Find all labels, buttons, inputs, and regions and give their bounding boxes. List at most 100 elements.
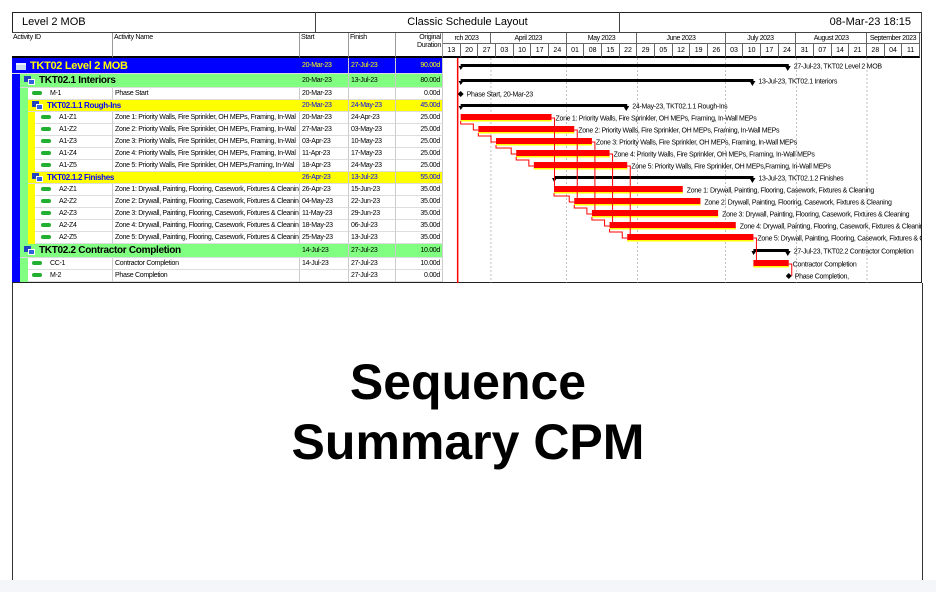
wbs-band [12, 244, 20, 258]
week-header: 20 [460, 44, 479, 58]
table-row[interactable]: A2-Z5 Zone 5: Drywall, Painting, Flooring… [12, 232, 443, 244]
finish-date: 27-Jul-23 [349, 258, 396, 270]
duration: 55.00d [396, 172, 443, 184]
activity-name: Phase Start [113, 88, 300, 100]
week-header: 31 [796, 44, 814, 58]
duration: 25.00d [396, 160, 443, 172]
relationship-line [573, 205, 592, 215]
start-date: 04-May-23 [300, 196, 349, 208]
start-date: 11-Apr-23 [300, 148, 349, 160]
relationship-line [477, 133, 496, 143]
table-row[interactable]: A1-Z5 Zone 5: Priority Walls, Fire Sprink… [12, 160, 443, 172]
finish-date: 06-Jul-23 [349, 220, 396, 232]
week-header: 19 [690, 44, 708, 58]
column-header-activity-id[interactable]: Activity ID [12, 33, 113, 58]
column-header-finish[interactable]: Finish [349, 33, 396, 58]
table-row[interactable]: A1-Z3 Zone 3: Priority Walls, Fire Sprink… [12, 136, 443, 148]
table-row[interactable]: TKT02.1.2 Finishes 26-Apr-23 13-Jul-23 55.0… [12, 172, 443, 184]
activity-name: Zone 2: Drywall, Painting, Flooring, Cas… [113, 196, 300, 208]
table-row[interactable]: A1-Z2 Zone 2: Priority Walls, Fire Sprink… [12, 124, 443, 136]
wbs-band [12, 88, 20, 100]
wbs-band [12, 74, 20, 88]
activity-id: A1-Z3 [59, 138, 77, 145]
activity-id: A2-Z2 [59, 198, 77, 205]
layout-title: Classic Schedule Layout [316, 12, 620, 33]
wbs-band [12, 124, 20, 136]
table-row[interactable]: A1-Z4 Zone 4: Priority Walls, Fire Sprink… [12, 148, 443, 160]
duration: 35.00d [396, 220, 443, 232]
table-row[interactable]: A2-Z1 Zone 1: Drywall, Painting, Flooring… [12, 184, 443, 196]
month-header: May 2023 [566, 33, 638, 44]
column-header-start[interactable]: Start [300, 33, 349, 58]
activity-name: Zone 5: Drywall, Painting, Flooring, Cas… [113, 232, 300, 244]
summary-bar-end [749, 178, 756, 183]
wbs-icon [24, 245, 35, 255]
print-datetime: 08-Mar-23 18:15 [620, 12, 922, 33]
table-row[interactable]: TKT02.1.1 Rough-Ins 20-Mar-23 24-May-23 45.… [12, 100, 443, 112]
activity-bar-baseline [516, 156, 610, 158]
wbs-band [12, 258, 20, 270]
wbs-band [28, 136, 35, 148]
relationship-line [553, 193, 575, 203]
table-row[interactable]: A2-Z3 Zone 3: Drywall, Painting, Flooring… [12, 208, 443, 220]
wbs-icon [32, 173, 43, 183]
table-row[interactable]: M-1 Phase Start 20-Mar-23 0.00d [12, 88, 443, 100]
activity-icon [32, 273, 42, 278]
table-row[interactable]: A2-Z4 Zone 4: Drywall, Painting, Flooring… [12, 220, 443, 232]
activity-name: Zone 3: Drywall, Painting, Flooring, Cas… [113, 208, 300, 220]
activity-icon [41, 127, 51, 132]
table-row[interactable]: CC-1 Contractor Completion 14-Jul-23 27-Jul… [12, 258, 443, 270]
wbs-name: TKT02.1 Interiors [39, 75, 116, 86]
duration: 35.00d [396, 208, 443, 220]
duration: 35.00d [396, 184, 443, 196]
summary-bar-start [751, 251, 757, 255]
finish-date: 24-May-23 [349, 100, 396, 112]
column-header-duration[interactable]: Original Duration [396, 33, 443, 58]
table-row[interactable]: A2-Z2 Zone 2: Drywall, Painting, Flooring… [12, 196, 443, 208]
bar-label: Contractor Completion [793, 262, 857, 269]
week-header: 28 [867, 44, 885, 58]
bar-label: Zone 5: Priority Walls, Fire Sprinkler, … [631, 164, 831, 171]
table-row[interactable]: TKT02.1 Interiors 20-Mar-23 13-Jul-23 80.00… [12, 74, 443, 88]
start-date [300, 270, 349, 282]
wbs-band [28, 232, 35, 244]
wbs-band [12, 172, 20, 184]
start-date: 20-Mar-23 [300, 100, 349, 112]
week-header: 01 [566, 44, 585, 58]
table-row[interactable]: TKT02.2 Contractor Completion 14-Jul-23 27… [12, 244, 443, 258]
start-date: 20-Mar-23 [300, 88, 349, 100]
week-header: 15 [602, 44, 620, 58]
month-header: September 2023 [867, 33, 920, 44]
table-row[interactable]: M-2 Phase Completion 27-Jul-23 0.00d [12, 270, 443, 282]
wbs-band [20, 258, 28, 270]
bar-label: Zone 3: Priority Walls, Fire Sprinkler, … [596, 140, 798, 147]
activity-bar-baseline [609, 228, 736, 230]
wbs-band [20, 208, 28, 220]
wbs-icon [32, 101, 43, 111]
week-header: 05 [655, 44, 673, 58]
bar-label: 27-Jul-23, TKT02.2 Contractor Completion [794, 249, 914, 256]
finish-date: 03-May-23 [349, 124, 396, 136]
wbs-band [28, 112, 35, 124]
relationship-line [495, 145, 517, 155]
activity-bar [516, 150, 610, 157]
start-date: 03-Apr-23 [300, 136, 349, 148]
week-header: 21 [849, 44, 867, 58]
activity-bar [478, 126, 575, 133]
activity-bar-baseline [753, 266, 789, 268]
table-row[interactable]: A1-Z1 Zone 1: Priority Walls, Fire Sprink… [12, 112, 443, 124]
relationship-line [609, 153, 614, 227]
wbs-band [20, 124, 28, 136]
summary-bar [460, 64, 789, 67]
activity-name: Zone 3: Priority Walls, Fire Sprinkler, … [113, 136, 300, 148]
activity-bar-baseline [533, 168, 628, 170]
bar-label: Zone 2: Priority Walls, Fire Sprinkler, … [578, 128, 780, 135]
bar-label: 13-Jul-23, TKT02.1 Interiors [758, 79, 837, 86]
table-row[interactable]: TKT02 Level 2 MOB 20-Mar-23 27-Jul-23 90.00… [12, 58, 443, 74]
wbs-name: TKT02.1.2 Finishes [47, 173, 115, 182]
column-header-activity-name[interactable]: Activity Name [113, 33, 300, 58]
activity-icon [41, 163, 51, 168]
week-header: 03 [496, 44, 514, 58]
activity-name: Zone 2: Priority Walls, Fire Sprinkler, … [113, 124, 300, 136]
finish-date: 10-May-23 [349, 136, 396, 148]
